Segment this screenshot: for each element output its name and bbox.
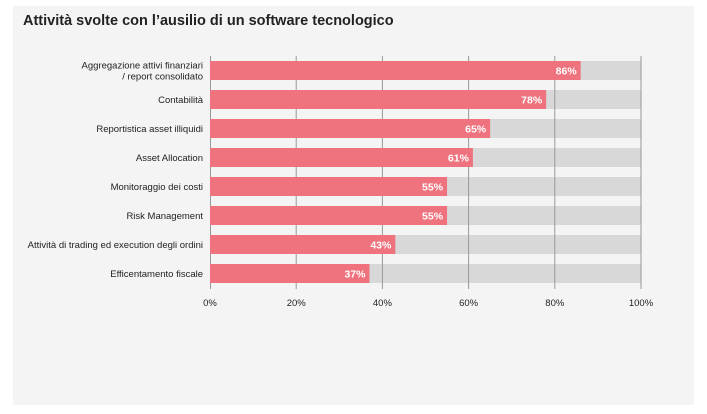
data-label: 43% [370, 240, 392, 252]
data-label: 65% [465, 124, 487, 136]
data-label: 78% [521, 95, 543, 107]
bar [210, 264, 370, 283]
category-label: Attività di trading ed execution degli o… [28, 240, 203, 251]
x-tick-label: 20% [287, 298, 307, 309]
bar [210, 177, 448, 196]
category-label: / report consolidato [122, 72, 203, 83]
x-tick-label: 100% [629, 298, 654, 309]
data-label: 55% [422, 182, 444, 194]
bar [210, 90, 547, 109]
category-label: Contabilità [158, 95, 204, 106]
bar [210, 119, 491, 138]
category-label: Asset Allocation [136, 153, 203, 164]
bar [210, 61, 581, 80]
bar [210, 235, 396, 254]
chart-title: Attività svolte con l’ausilio di un soft… [23, 13, 394, 29]
bar [210, 148, 473, 167]
category-label: Monitoraggio dei costi [111, 182, 203, 193]
bar [210, 206, 448, 225]
x-tick-label: 0% [203, 298, 217, 309]
x-tick-label: 80% [545, 298, 565, 309]
data-label: 86% [556, 66, 578, 78]
category-label: Risk Management [126, 211, 203, 222]
data-label: 37% [344, 269, 366, 281]
category-label: Aggregazione attivi finanziari [82, 61, 203, 72]
x-tick-label: 60% [459, 298, 479, 309]
data-label: 55% [422, 211, 444, 223]
category-label: Efficentamento fiscale [110, 269, 203, 280]
x-tick-label: 40% [373, 298, 393, 309]
data-label: 61% [448, 153, 470, 165]
category-label: Reportistica asset illiquidi [96, 124, 203, 135]
